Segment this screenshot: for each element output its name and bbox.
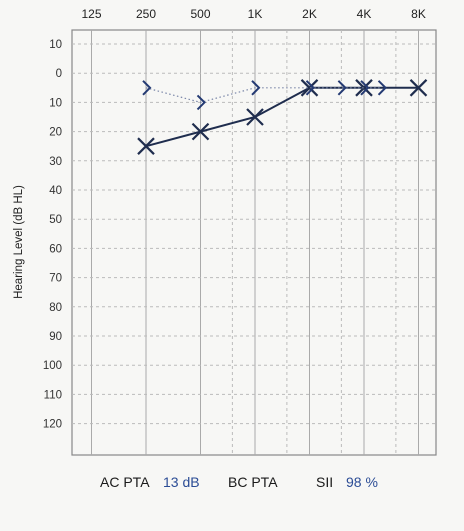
bc-marker — [360, 80, 370, 96]
top-tick-label: 500 — [190, 7, 210, 21]
y-tick-label: 50 — [49, 214, 62, 226]
ac-pta-label: AC PTA — [100, 474, 150, 490]
sii-label: SII — [316, 474, 334, 490]
y-tick-label: 80 — [49, 302, 62, 314]
y-tick-label: 60 — [49, 243, 62, 255]
chart-series — [137, 79, 428, 155]
ac-x-stroke — [246, 108, 264, 126]
top-tick-label: 250 — [136, 7, 156, 21]
bc-series-line — [145, 87, 382, 104]
y-tick-label: 10 — [49, 39, 62, 51]
y-tick-label: 10 — [49, 97, 62, 109]
bc-marker — [377, 80, 387, 96]
ac-x-marker — [246, 108, 264, 126]
ac-x-marker — [137, 137, 155, 155]
ac-x-stroke — [191, 122, 210, 141]
bc-marker — [196, 94, 206, 111]
ac-x-stroke — [137, 137, 155, 155]
ac-pta-value: 13 dB — [163, 474, 200, 490]
ac-x-stroke — [355, 79, 373, 97]
y-tick-label: 30 — [49, 156, 62, 168]
top-tick-label: 2K — [302, 7, 317, 21]
y-axis-label: Hearing Level (dB HL) — [13, 185, 25, 299]
y-tick-label: 70 — [49, 273, 62, 285]
ac-x-marker — [355, 79, 373, 97]
y-tick-label: 90 — [49, 331, 62, 343]
bc-pta-label: BC PTA — [228, 474, 278, 490]
y-tick-label: 0 — [56, 68, 62, 80]
top-tick-label: 4K — [357, 7, 372, 21]
y-tick-label: 110 — [44, 389, 62, 401]
bc-marker — [142, 80, 152, 96]
ac-x-stroke — [409, 79, 428, 97]
ac-x-marker — [300, 79, 319, 97]
bc-marker — [251, 80, 261, 96]
bc-marker — [337, 80, 347, 96]
pta-summary: AC PTA 13 dB BC PTA SII 98 % — [0, 470, 464, 494]
sii-value: 98 % — [346, 474, 378, 490]
bc-marker — [305, 80, 315, 96]
chart-axes: 1252505001K2K4K8K7501.5K3K6K12K100102030… — [13, 7, 426, 431]
y-tick-label: 120 — [43, 419, 62, 431]
top-tick-label: 1K — [248, 7, 263, 21]
top-tick-label: 8K — [411, 7, 426, 21]
ac-x-stroke — [300, 79, 319, 97]
top-tick-label: 125 — [81, 7, 101, 21]
ac-series-line — [145, 86, 419, 148]
chart-grid — [71, 29, 437, 456]
y-tick-label: 40 — [49, 185, 62, 197]
ac-x-marker — [191, 122, 210, 141]
ac-x-marker — [409, 79, 428, 97]
y-tick-label: 100 — [43, 360, 62, 372]
y-tick-label: 20 — [49, 127, 62, 139]
audiogram-chart: 1252505001K2K4K8K7501.5K3K6K12K100102030… — [13, 7, 437, 456]
plot-frame — [71, 29, 437, 456]
